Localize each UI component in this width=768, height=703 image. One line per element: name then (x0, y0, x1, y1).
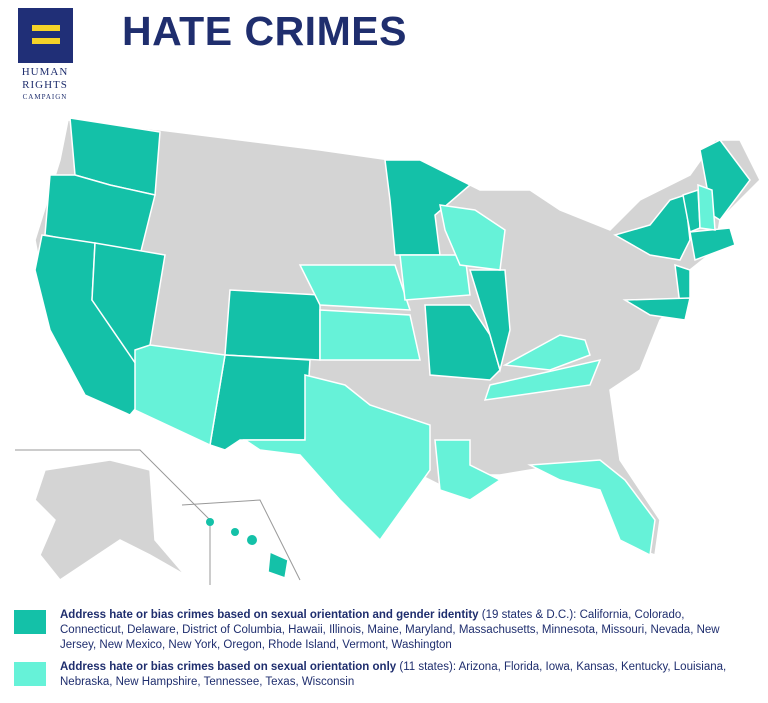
legend-states: California, Colorado, Connecticut, Delaw… (60, 609, 720, 651)
inset-alaska (15, 449, 211, 585)
legend-item: Address hate or bias crimes based on sex… (60, 608, 750, 653)
inset-hawaii (181, 499, 301, 581)
logo-mark (18, 8, 73, 63)
legend-swatch (14, 610, 46, 634)
legend-label: Address hate or bias crimes based on sex… (60, 661, 397, 673)
map (15, 8, 761, 585)
legend-count: (11 states): (399, 661, 457, 673)
dark-states (34, 117, 751, 451)
legend-count: (19 states & D.C.): (481, 609, 577, 621)
logo-text: HUMAN (21, 66, 69, 78)
title: HATE CRIMES (122, 8, 407, 54)
legend-states: Arizona, Florida, Iowa, Kansas, Kentucky… (60, 661, 727, 688)
legend-label: Address hate or bias crimes based on sex… (60, 609, 479, 621)
logo-text: CAMPAIGN (22, 93, 68, 101)
logo-text: RIGHTS (22, 79, 68, 91)
light-states (134, 183, 716, 557)
legend-swatch (14, 662, 46, 686)
legend-item: Address hate or bias crimes based on sex… (60, 660, 750, 690)
